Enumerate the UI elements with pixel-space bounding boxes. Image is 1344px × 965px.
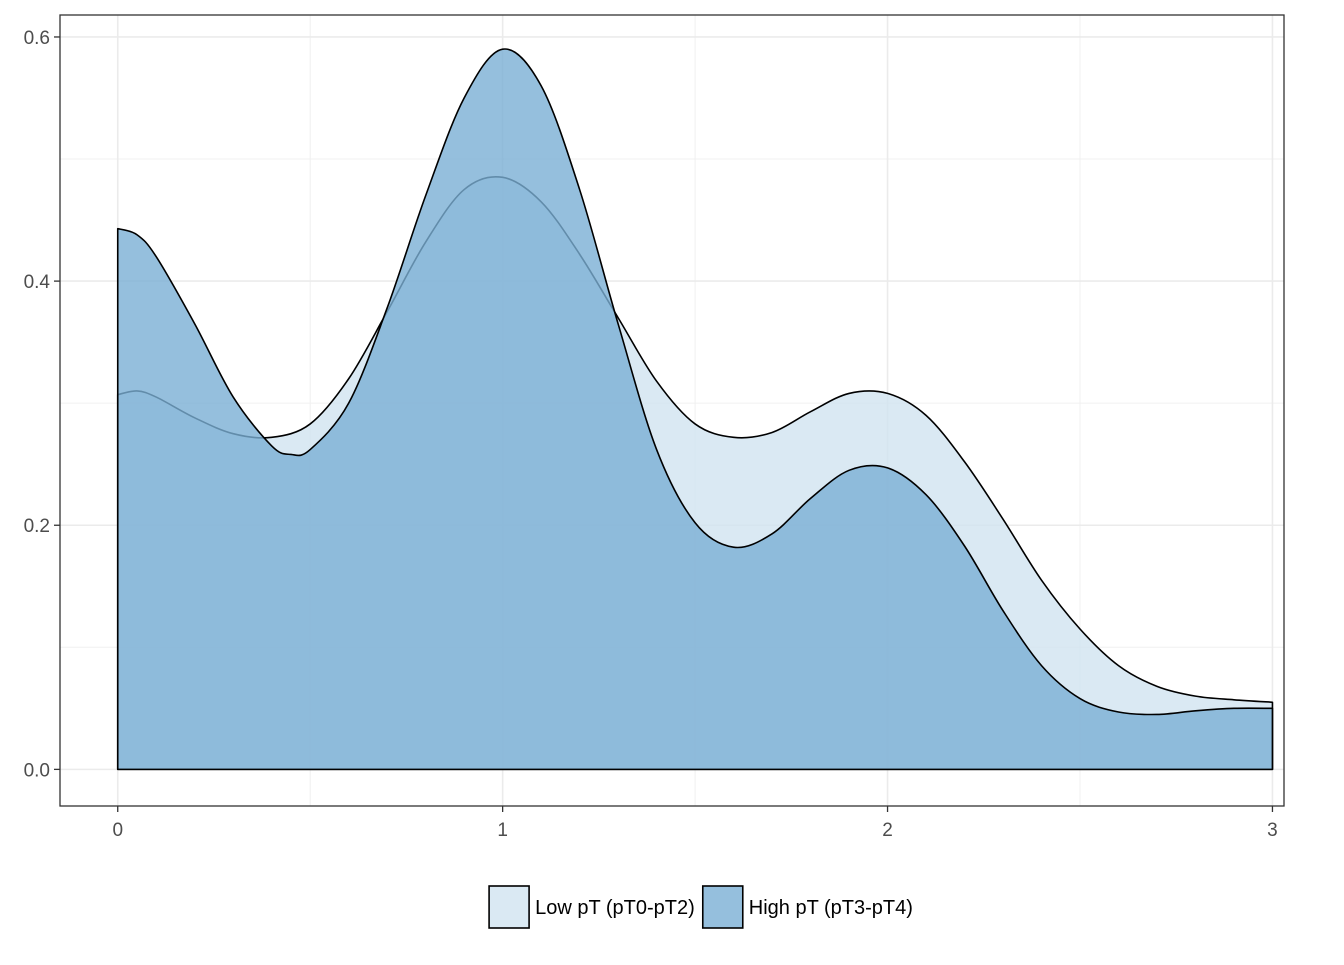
y-tick-label: 0.4 xyxy=(24,272,51,293)
plot-border xyxy=(59,14,1285,807)
x-tick-label: 2 xyxy=(882,820,893,841)
density-area-series-2 xyxy=(116,48,1274,771)
legend-label-series-1: Low pT (pT0-pT2) xyxy=(535,897,695,919)
legend-key-series-2 xyxy=(701,885,744,929)
x-tick-label: 3 xyxy=(1267,820,1278,841)
y-tick-label: 0.6 xyxy=(24,28,50,49)
y-tick-label: 0.0 xyxy=(24,760,50,781)
x-tick-label: 0 xyxy=(112,820,123,841)
legend-label-series-2: High pT (pT3-pT4) xyxy=(749,897,913,919)
legend-key-series-1 xyxy=(488,885,530,929)
axis-layer: 0 1 2 3 0.0 0.2 0.4 0.6 xyxy=(24,28,1278,841)
x-tick-label: 1 xyxy=(497,820,508,841)
series-layer xyxy=(116,48,1274,771)
y-tick-label: 0.2 xyxy=(24,516,50,537)
legend: Low pT (pT0-pT2) High pT (pT3-pT4) xyxy=(488,885,913,929)
